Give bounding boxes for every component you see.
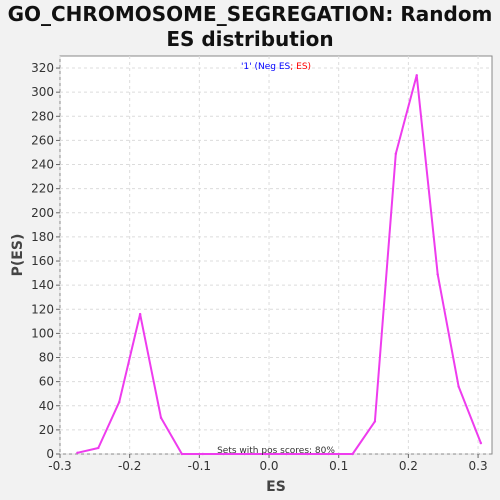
data-point — [76, 451, 79, 454]
y-tick-label: 180 — [31, 230, 54, 244]
y-tick-label: 200 — [31, 206, 54, 220]
y-tick-label: 80 — [39, 351, 54, 365]
data-point — [373, 420, 377, 423]
plot-area — [59, 55, 493, 455]
legend-entry: '1' (Neg ES — [241, 62, 291, 72]
data-point — [479, 441, 483, 445]
x-tick-label: 0.1 — [329, 459, 348, 473]
y-tick-label: 0 — [46, 447, 54, 461]
data-point — [306, 452, 309, 456]
data-point — [415, 74, 418, 77]
annotation-pos-scores: Sets with pos scores: 80% — [217, 446, 335, 456]
y-tick-label: 220 — [31, 182, 54, 196]
data-point — [138, 312, 142, 316]
y-tick-label: 60 — [39, 375, 54, 389]
y-tick-label: 20 — [39, 423, 54, 437]
legend: '1' (Neg ES; ES) — [241, 62, 311, 72]
y-tick-label: 260 — [31, 133, 54, 147]
data-point — [327, 452, 330, 456]
y-tick-label: 240 — [31, 158, 54, 172]
data-point — [457, 385, 460, 388]
legend-entry: ; ES) — [290, 62, 311, 72]
data-point — [351, 452, 354, 456]
data-point — [118, 400, 121, 404]
data-point — [201, 452, 205, 456]
svg-text:'1' (Neg ES; ES): '1' (Neg ES; ES) — [241, 62, 311, 72]
series-line — [77, 74, 482, 455]
x-tick-label: -0.2 — [118, 459, 141, 473]
y-tick-label: 280 — [31, 109, 54, 123]
y-tick-label: 140 — [31, 278, 54, 292]
x-tick-label: -0.3 — [48, 459, 71, 473]
data-point — [264, 452, 267, 456]
axis-ticks: 0 20 40 60 80 100 120 140 160 180 200 220 240 260 280 3… — [31, 61, 488, 473]
x-tick-label: 0.3 — [469, 459, 488, 473]
data-point — [159, 416, 163, 420]
y-axis-title: P(ES) — [10, 234, 26, 277]
y-tick-label: 160 — [31, 254, 54, 268]
series-layer — [76, 74, 483, 456]
x-axis-title: ES — [266, 479, 286, 495]
y-tick-label: 100 — [31, 326, 54, 340]
data-point — [97, 446, 100, 450]
data-point — [180, 452, 184, 456]
data-point — [394, 152, 398, 155]
x-tick-label: 0.0 — [259, 459, 278, 473]
y-tick-label: 300 — [31, 85, 54, 99]
chart-title: GO_CHROMOSOME_SEGREGATION: Random ES dis… — [7, 2, 493, 51]
y-tick-label: 320 — [31, 61, 54, 75]
grid-lines — [59, 56, 492, 455]
y-tick-label: 40 — [39, 399, 54, 413]
x-tick-label: 0.2 — [399, 459, 418, 473]
data-point — [285, 452, 288, 456]
x-tick-label: -0.1 — [188, 459, 211, 473]
data-point — [243, 452, 246, 456]
data-point — [436, 273, 439, 276]
data-point — [222, 452, 225, 456]
y-tick-label: 120 — [31, 302, 54, 316]
